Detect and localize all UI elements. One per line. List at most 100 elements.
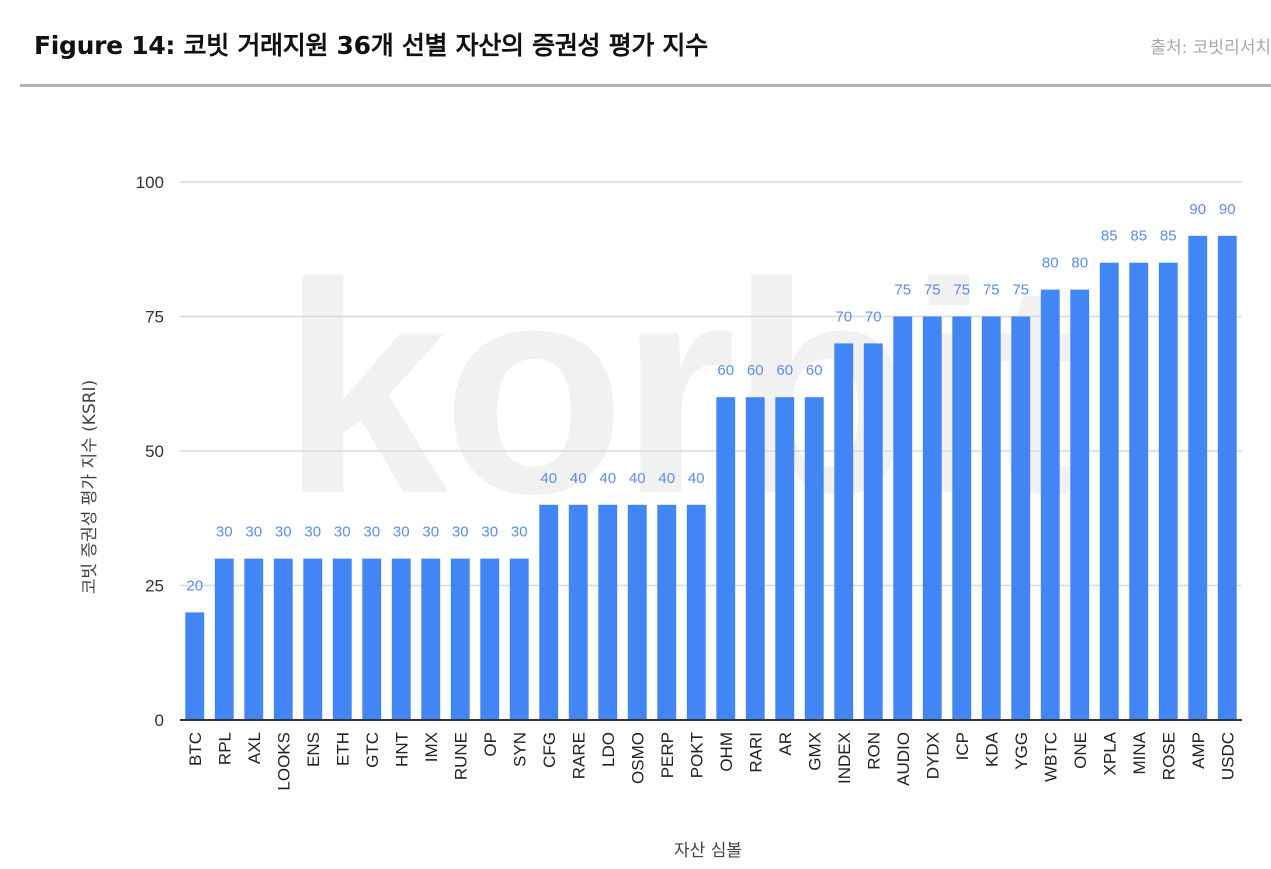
- data-label: 75: [953, 282, 970, 299]
- data-label: 30: [245, 524, 262, 541]
- bar: [863, 343, 883, 720]
- data-label: 90: [1219, 201, 1236, 218]
- data-label: 30: [334, 524, 351, 541]
- x-tick-label: INDEX: [835, 732, 854, 784]
- x-tick-label: XPLA: [1100, 731, 1119, 775]
- bar: [775, 397, 795, 720]
- data-label: 30: [452, 524, 469, 541]
- x-tick-label: OSMO: [628, 732, 647, 784]
- bar: [303, 558, 323, 720]
- axes: 0 25 50 75 100 BTC RPL AXL LOOKS ENS ETH GTC HNT IMX R…: [136, 173, 1242, 791]
- data-label: 40: [570, 470, 587, 487]
- bar: [952, 316, 972, 720]
- data-label: 85: [1160, 228, 1177, 245]
- bar: [1011, 316, 1031, 720]
- x-tick-label: OP: [481, 732, 500, 757]
- bar: [627, 504, 647, 720]
- x-tick-label: CFG: [540, 732, 559, 768]
- data-label: 70: [865, 308, 882, 325]
- data-label: 60: [776, 362, 793, 379]
- data-label: 30: [216, 524, 233, 541]
- x-tick-label: PERP: [658, 732, 677, 778]
- x-tick-label: RON: [864, 732, 883, 770]
- data-label: 30: [511, 524, 528, 541]
- x-tick-label: OHM: [717, 732, 736, 772]
- bar: [362, 558, 382, 720]
- x-tick-label: SYN: [510, 732, 529, 767]
- data-label: 75: [983, 282, 1000, 299]
- data-label: 80: [1071, 255, 1088, 272]
- y-tick-label: 25: [145, 577, 164, 596]
- x-tick-label: YGG: [1012, 732, 1031, 770]
- x-tick-label: RARI: [746, 732, 765, 773]
- data-label: 85: [1130, 228, 1147, 245]
- data-label: 30: [304, 524, 321, 541]
- bar: [214, 558, 234, 720]
- y-tick-label: 0: [155, 711, 164, 730]
- x-tick-label: IMX: [422, 732, 441, 762]
- bar: [598, 504, 618, 720]
- bar: [539, 504, 559, 720]
- data-label: 30: [481, 524, 498, 541]
- data-label: 85: [1101, 228, 1118, 245]
- x-tick-label: LDO: [599, 732, 618, 767]
- y-tick-label: 100: [136, 173, 164, 192]
- x-tick-label: GTC: [363, 732, 382, 768]
- bar: [657, 504, 677, 720]
- x-tick-label: POKT: [687, 732, 706, 778]
- bar: [1129, 262, 1149, 720]
- bar: [1099, 262, 1119, 720]
- bar: [273, 558, 293, 720]
- data-label: 30: [363, 524, 380, 541]
- x-tick-label: HNT: [392, 732, 411, 767]
- data-label: 40: [599, 470, 616, 487]
- bar: [332, 558, 352, 720]
- data-label: 40: [540, 470, 557, 487]
- data-label: 80: [1042, 255, 1059, 272]
- bar: [421, 558, 441, 720]
- x-tick-label: KDA: [982, 731, 1001, 767]
- bar: [450, 558, 470, 720]
- x-tick-label: ENS: [304, 732, 323, 767]
- bar: [1040, 289, 1060, 720]
- bar: [391, 558, 411, 720]
- data-label: 60: [747, 362, 764, 379]
- x-tick-label: GMX: [805, 732, 824, 771]
- bar: [922, 316, 942, 720]
- bar: [185, 612, 205, 720]
- source-note: 출처: 코빗리서치: [1150, 38, 1271, 58]
- figure-title: Figure 14: 코빗 거래지원 36개 선별 자산의 증권성 평가 지수: [34, 31, 708, 60]
- bar: [1158, 262, 1178, 720]
- bar: [716, 397, 736, 720]
- bar: [244, 558, 264, 720]
- x-tick-label: RPL: [215, 732, 234, 765]
- data-label: 30: [393, 524, 410, 541]
- x-tick-label: ICP: [953, 732, 972, 760]
- data-label: 30: [275, 524, 292, 541]
- data-label: 30: [422, 524, 439, 541]
- x-tick-label: ONE: [1071, 732, 1090, 769]
- x-tick-label: AXL: [245, 732, 264, 764]
- bar: [480, 558, 500, 720]
- data-label: 20: [186, 577, 203, 594]
- x-tick-label: ETH: [333, 732, 352, 766]
- x-tick-label: DYDX: [923, 732, 942, 779]
- y-tick-label: 50: [145, 442, 164, 461]
- x-axis-label: 자산 심볼: [674, 841, 742, 861]
- x-tick-label: MINA: [1130, 731, 1149, 774]
- bar: [509, 558, 529, 720]
- x-tick-label: BTC: [186, 732, 205, 766]
- y-axis-label: 코빗 증권성 평가 지수 (KSRI): [80, 380, 100, 594]
- data-labels: 20 30 30 30 30 30 30 30 30 30 30 30 40 40 40 40 40 40 60 60…: [186, 201, 1235, 595]
- data-label: 75: [924, 282, 941, 299]
- bars: [185, 235, 1237, 721]
- bar: [893, 316, 913, 720]
- x-tick-label: AMP: [1189, 732, 1208, 769]
- x-tick-label: LOOKS: [274, 732, 293, 791]
- x-tick-label: RUNE: [451, 732, 470, 780]
- header-divider: [20, 84, 1271, 87]
- data-label: 75: [1012, 282, 1029, 299]
- data-label: 40: [658, 470, 675, 487]
- data-label: 40: [629, 470, 646, 487]
